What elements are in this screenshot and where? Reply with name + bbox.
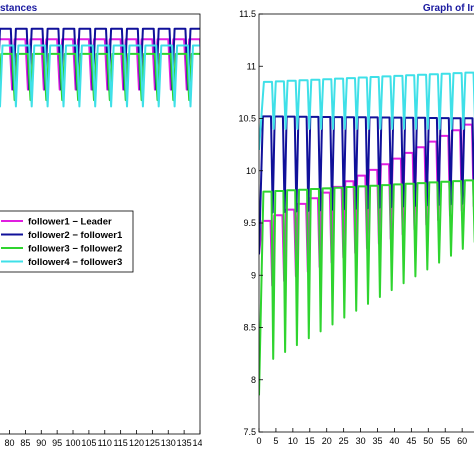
right-y-tick-label: 8 — [251, 375, 256, 385]
left-x-tick-label: 140 — [192, 438, 207, 448]
right-series-line-4 — [259, 71, 474, 150]
left-series-line-1 — [0, 38, 200, 91]
left-chart-title: stances — [0, 3, 38, 14]
legend-entry-1: follower1 − Leader — [28, 217, 112, 228]
left-x-tick-label: 135 — [177, 438, 192, 448]
right-series-line-3 — [259, 179, 474, 396]
right-chart-title: Graph of Ir — [423, 3, 474, 14]
right-chart: Graph of Ir 0 5 10 15 20 25 30 35 40 45 50 55 60 7.5… — [238, 3, 474, 446]
left-x-tick-label: 105 — [81, 438, 96, 448]
left-x-tick-label: 125 — [145, 438, 160, 448]
left-series-line-3 — [0, 52, 200, 102]
left-x-tick-label: 120 — [129, 438, 144, 448]
left-x-tick-label: 95 — [52, 438, 62, 448]
right-x-tick-label: 35 — [372, 436, 382, 446]
right-x-tick-label: 0 — [256, 436, 261, 446]
right-x-tick-label: 45 — [406, 436, 416, 446]
left-x-tick-label: 100 — [66, 438, 81, 448]
left-series-line-4 — [0, 44, 200, 108]
right-x-tick-label: 50 — [423, 436, 433, 446]
legend-entry-2: follower2 − follower1 — [28, 230, 123, 241]
right-x-tick-label: 15 — [305, 436, 315, 446]
right-y-tick-label: 10 — [246, 166, 256, 176]
legend-entry-4: follower4 − follower3 — [28, 257, 122, 268]
right-y-tick-label: 7.5 — [243, 427, 256, 437]
right-x-tick-label: 5 — [273, 436, 278, 446]
left-x-tick-label: 110 — [98, 438, 112, 448]
left-x-tick-label: 80 — [5, 438, 15, 448]
right-y-tick-label: 9 — [251, 270, 256, 280]
right-y-tick-label: 9.5 — [243, 218, 256, 228]
left-plot-frame — [0, 13, 201, 435]
right-x-tick-label: 55 — [440, 436, 450, 446]
left-x-tick-label: 90 — [36, 438, 46, 448]
right-x-tick-label: 25 — [339, 436, 349, 446]
left-x-tick-label: 85 — [20, 438, 30, 448]
right-x-tick-label: 10 — [288, 436, 298, 446]
right-x-tick-label: 20 — [322, 436, 332, 446]
right-x-tick-label: 60 — [457, 436, 467, 446]
legend: follower1 − Leader follower2 − follower1 f… — [0, 210, 134, 273]
legend-entry-3: follower3 − follower2 — [28, 244, 122, 255]
right-y-tick-label: 11 — [247, 61, 256, 71]
left-x-tick-label: 115 — [113, 438, 127, 448]
left-x-tick-label: 130 — [161, 438, 176, 448]
right-x-tick-label: 30 — [356, 436, 366, 446]
right-x-tick-label: 40 — [389, 436, 399, 446]
left-chart: stances 80 85 90 95 100 105 110 115 120 125 130 135… — [0, 3, 207, 448]
right-y-tick-label: 11.5 — [239, 9, 256, 19]
right-y-tick-label: 10.5 — [238, 114, 256, 124]
right-y-tick-label: 8.5 — [243, 323, 256, 333]
